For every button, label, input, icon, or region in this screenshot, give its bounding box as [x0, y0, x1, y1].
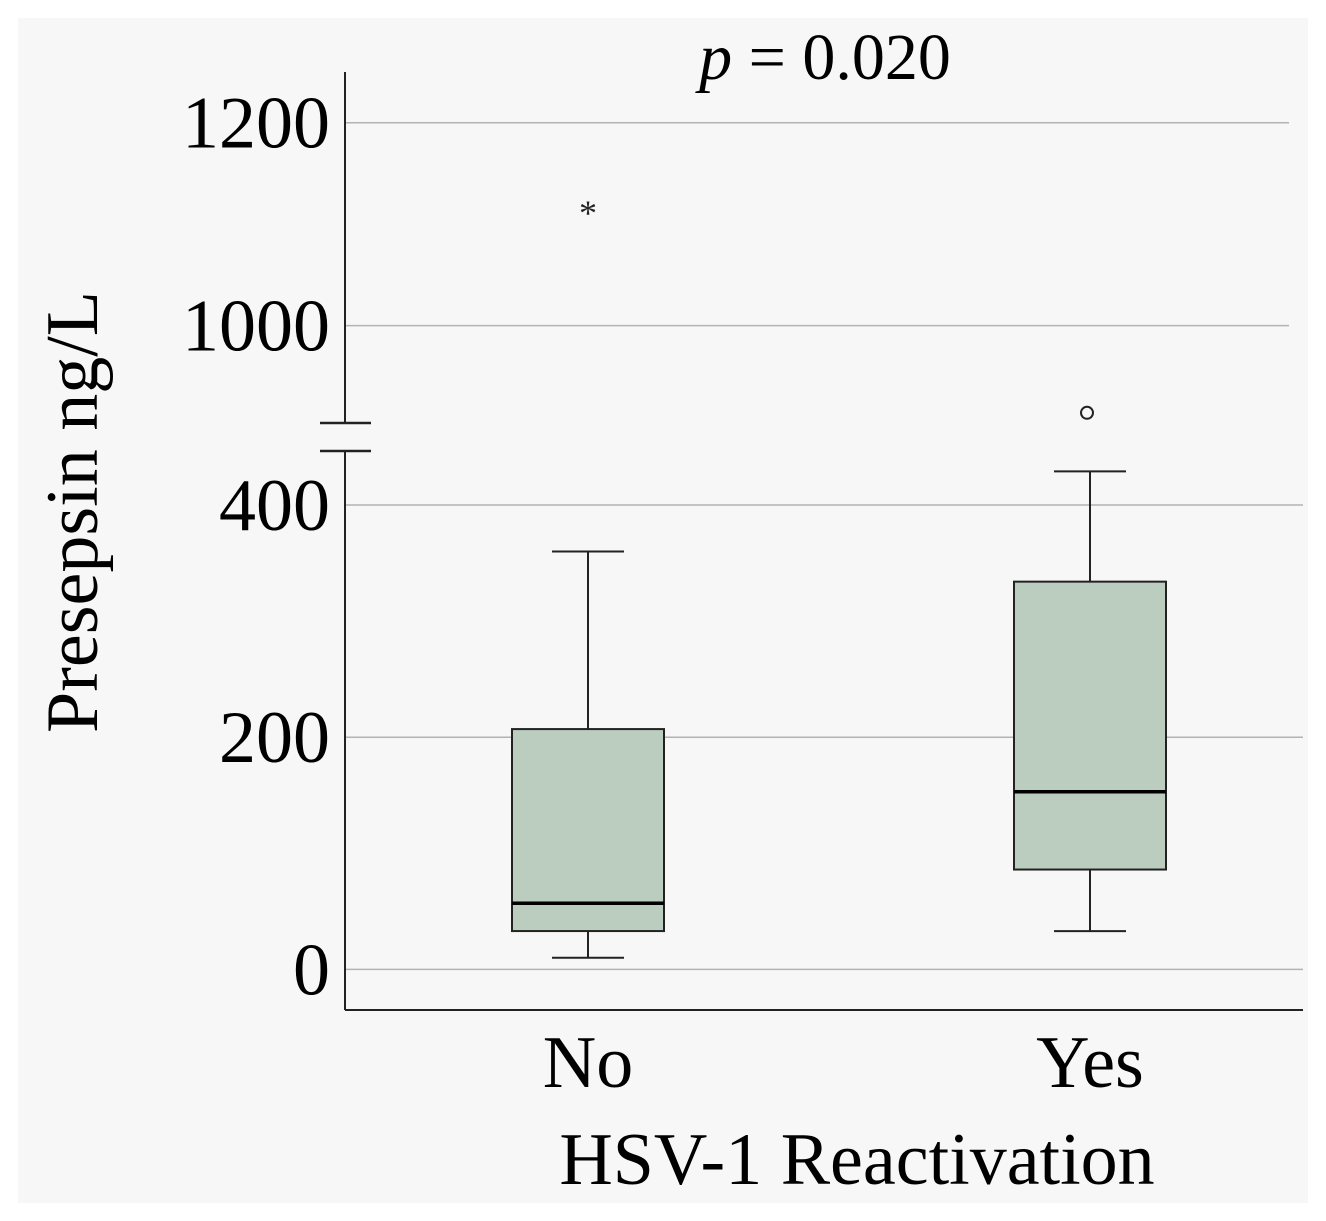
x-tick-label-yes: Yes	[1036, 1022, 1144, 1104]
gridlines	[345, 121, 1303, 971]
p-value-text: = 0.020	[732, 21, 951, 94]
iqr-box-yes	[1013, 580, 1167, 871]
box-group-yes	[1013, 405, 1167, 933]
y-tick-label-400: 400	[219, 465, 330, 547]
y-tick-label-1200: 1200	[182, 83, 330, 165]
iqr-box-no	[511, 728, 665, 933]
y-tick-label-200: 200	[219, 697, 330, 779]
y-tick-label-0: 0	[293, 929, 330, 1011]
y-axis-label: Presepsin ng/L	[32, 291, 114, 733]
extreme-outlier-no-0: *	[579, 193, 597, 233]
p-value-annotation: p = 0.020	[695, 21, 951, 94]
x-axis-label: HSV-1 Reactivation	[559, 1119, 1154, 1201]
boxes: *	[511, 193, 1167, 959]
axes	[320, 72, 1303, 1011]
labels: p = 0.020 Presepsin ng/L HSV-1 Reactivat…	[32, 21, 1155, 1201]
box-group-no: *	[511, 193, 665, 959]
p-value-symbol: p	[695, 21, 732, 94]
outlier-yes-0	[1080, 405, 1094, 420]
x-tick-label-no: No	[543, 1022, 633, 1104]
y-tick-label-1000: 1000	[182, 286, 330, 368]
